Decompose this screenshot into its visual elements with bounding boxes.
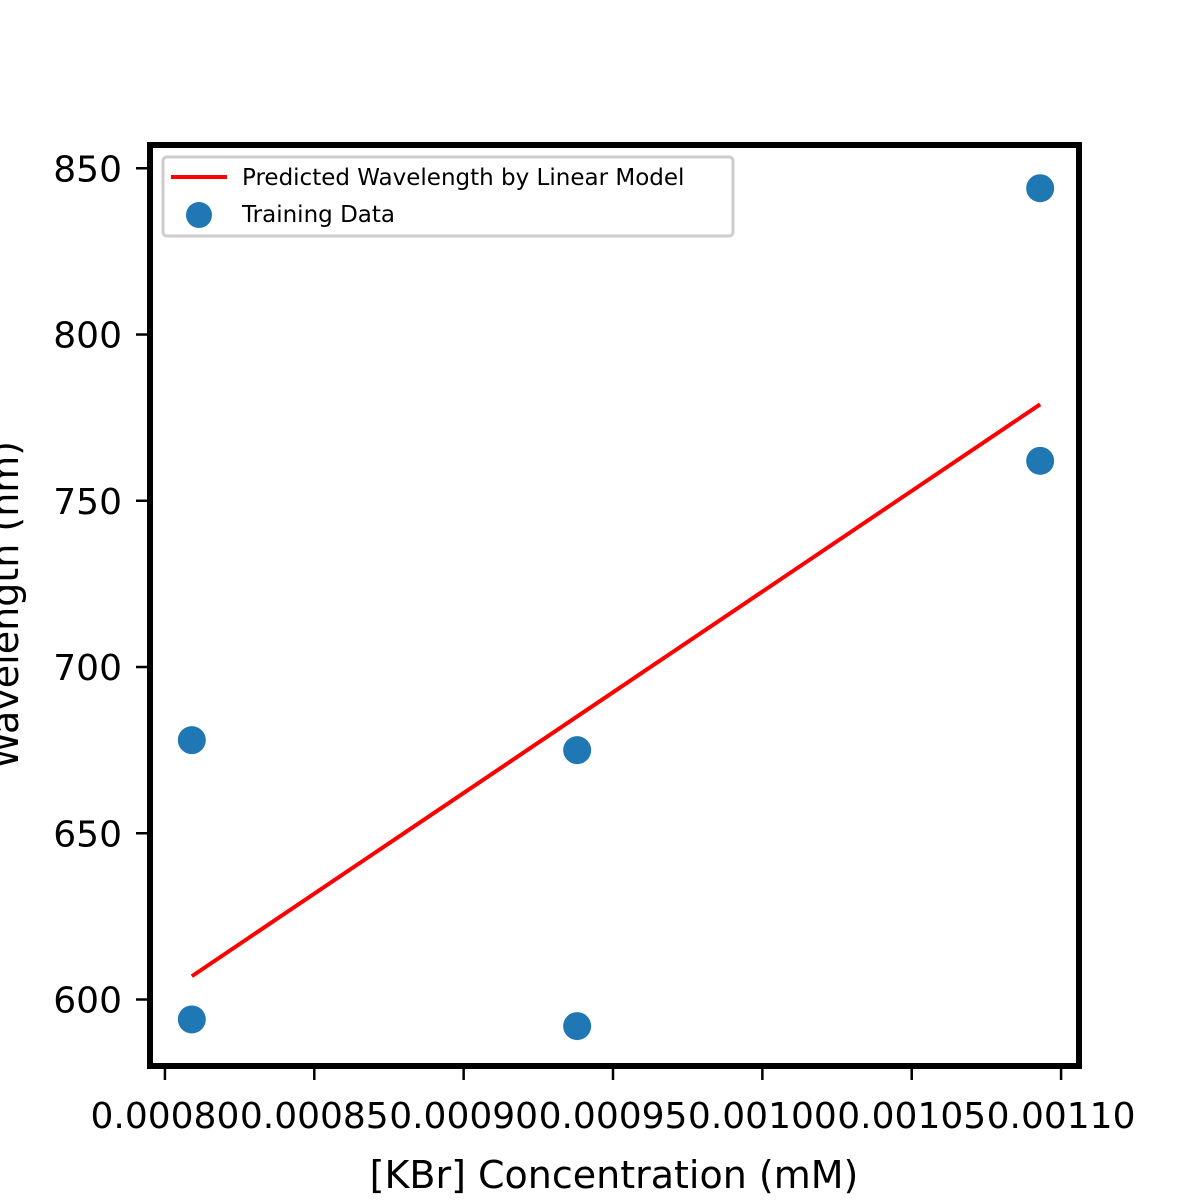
- y-tick-label: 850: [53, 149, 122, 190]
- y-tick-label: 750: [53, 482, 122, 523]
- y-axis-title: Wavelength (nm): [0, 441, 27, 769]
- plot-marks: [177, 174, 1055, 1041]
- plot-frame: [147, 142, 1082, 1069]
- x-tick-label: 0.00095: [539, 1096, 688, 1137]
- x-tick-label: 0.00085: [240, 1096, 389, 1137]
- x-tick-label: 0.00100: [688, 1096, 837, 1137]
- y-tick-label: 600: [53, 981, 122, 1022]
- y-tick-label: 650: [53, 814, 122, 855]
- x-tick-label: 0.00090: [389, 1096, 538, 1137]
- y-tick-label: 700: [53, 648, 122, 689]
- data-point-6: [1026, 446, 1055, 475]
- data-point-1: [177, 726, 206, 755]
- legend: Predicted Wavelength by Linear Model Tra…: [161, 155, 735, 238]
- x-tick-label: 0.00105: [837, 1096, 986, 1137]
- x-tick-label: 0.00110: [987, 1096, 1136, 1137]
- data-point-2: [177, 1005, 206, 1034]
- fit-line: [190, 402, 1042, 978]
- legend-label-predicted: Predicted Wavelength by Linear Model: [242, 165, 684, 191]
- data-point-5: [1026, 174, 1055, 203]
- axis-ticks: 0.00080 0.00085 0.00090 0.00095 0.00100 0.001…: [53, 149, 1135, 1137]
- legend-label-training: Training Data: [241, 202, 395, 228]
- y-tick-label: 800: [53, 316, 122, 357]
- data-point-4: [563, 1012, 592, 1041]
- x-tick-label: 0.00080: [90, 1096, 239, 1137]
- legend-swatch-dot: [186, 202, 212, 228]
- legend-box: [161, 155, 735, 238]
- data-point-3: [563, 736, 592, 765]
- x-axis-title: [KBr] Concentration (mM): [370, 1153, 859, 1197]
